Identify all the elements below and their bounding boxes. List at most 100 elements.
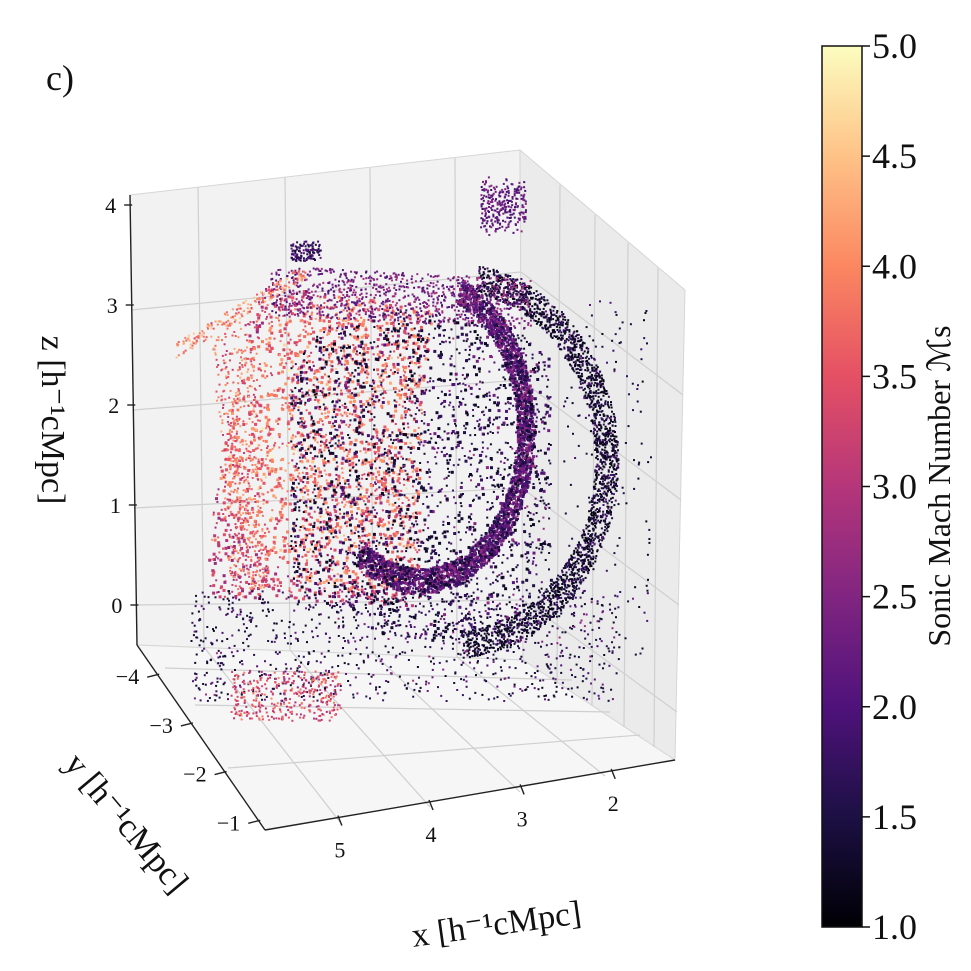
scatter-point — [518, 348, 521, 351]
scatter-point — [371, 598, 374, 601]
scatter-point — [337, 295, 341, 299]
scatter-point — [479, 538, 482, 541]
scatter-point — [245, 447, 248, 450]
scatter-point — [223, 580, 227, 584]
scatter-point — [454, 569, 457, 572]
scatter-point — [443, 564, 447, 568]
scatter-point — [404, 371, 407, 374]
scatter-point — [525, 477, 529, 481]
scatter-point — [392, 362, 396, 366]
scatter-point — [362, 512, 365, 516]
scatter-point — [272, 587, 275, 591]
scatter-point — [330, 425, 334, 429]
scatter-point — [398, 403, 401, 406]
scatter-point — [224, 528, 228, 532]
scatter-point — [231, 535, 235, 539]
scatter-point — [256, 467, 259, 470]
scatter-point — [270, 488, 274, 492]
scatter-point — [328, 329, 331, 333]
scatter-point — [381, 373, 384, 375]
scatter-point — [246, 371, 249, 374]
scatter-point — [228, 505, 231, 508]
scatter-point — [258, 301, 260, 304]
scatter-point — [509, 338, 512, 341]
scatter-point — [368, 544, 371, 547]
scatter-point — [470, 549, 474, 552]
scatter-point — [498, 349, 501, 352]
scatter-point — [252, 449, 256, 452]
scatter-point — [355, 586, 358, 589]
scatter-point — [250, 498, 253, 501]
scatter-point — [237, 382, 240, 385]
scatter-point — [394, 493, 398, 497]
scatter-point — [402, 400, 405, 403]
scatter-point — [495, 530, 499, 533]
scatter-point — [269, 315, 273, 319]
scatter-point — [381, 582, 383, 585]
scatter-point — [217, 396, 220, 399]
scatter-point — [322, 581, 326, 584]
scatter-point — [234, 501, 237, 504]
scatter-point — [331, 556, 335, 560]
scatter-point — [246, 476, 249, 479]
scatter-point — [259, 478, 262, 481]
scatter-point — [234, 570, 237, 573]
scatter-point — [497, 515, 500, 518]
scatter-point — [288, 550, 291, 553]
scatter-point — [368, 582, 372, 586]
scatter-point — [286, 405, 290, 409]
scatter-point — [277, 423, 280, 425]
scatter-point — [525, 435, 528, 437]
scatter-point — [241, 443, 244, 446]
scatter-point — [334, 510, 338, 514]
scatter-point — [304, 449, 307, 452]
scatter-point — [235, 402, 238, 405]
scatter-point — [245, 487, 249, 491]
scatter-point — [382, 483, 386, 487]
scatter-point — [301, 576, 303, 579]
scatter-point — [319, 418, 323, 421]
scatter-point — [294, 352, 298, 356]
scatter-point — [217, 336, 220, 339]
scatter-point — [293, 524, 296, 527]
scatter-point — [366, 547, 370, 551]
scatter-point — [245, 458, 248, 461]
scatter-point — [243, 405, 246, 408]
scatter-point — [230, 490, 233, 493]
scatter-point — [297, 302, 301, 306]
scatter-point — [389, 584, 393, 588]
scatter-point — [316, 481, 319, 484]
scatter-point — [235, 513, 238, 516]
scatter-point — [323, 373, 326, 376]
scatter-point — [489, 327, 491, 330]
scatter-point — [270, 346, 274, 350]
scatter-point — [366, 334, 370, 338]
scatter-point — [262, 571, 265, 574]
scatter-point — [337, 474, 341, 478]
scatter-point — [345, 565, 348, 568]
scatter-point — [428, 309, 430, 312]
scatter-point — [319, 494, 322, 496]
scatter-point — [234, 448, 238, 452]
scatter-point — [382, 379, 385, 382]
scatter-point — [305, 528, 309, 531]
scatter-point — [387, 403, 390, 406]
scatter-point — [406, 569, 409, 572]
scatter-point — [238, 496, 242, 500]
scatter-point — [524, 422, 527, 426]
scatter-point — [259, 548, 262, 551]
scatter-point — [280, 497, 284, 501]
scatter-point — [413, 468, 415, 471]
scatter-point — [409, 395, 411, 398]
scatter-point — [307, 340, 310, 343]
scatter-point — [446, 565, 448, 568]
scatter-point — [367, 513, 371, 516]
scatter-point — [340, 392, 343, 396]
scatter-point — [240, 349, 243, 352]
scatter-point — [280, 585, 282, 587]
scatter-point — [530, 399, 533, 402]
scatter-point — [256, 511, 259, 513]
scatter-point — [305, 569, 309, 573]
scatter-point — [229, 463, 232, 466]
scatter-point — [212, 584, 216, 588]
